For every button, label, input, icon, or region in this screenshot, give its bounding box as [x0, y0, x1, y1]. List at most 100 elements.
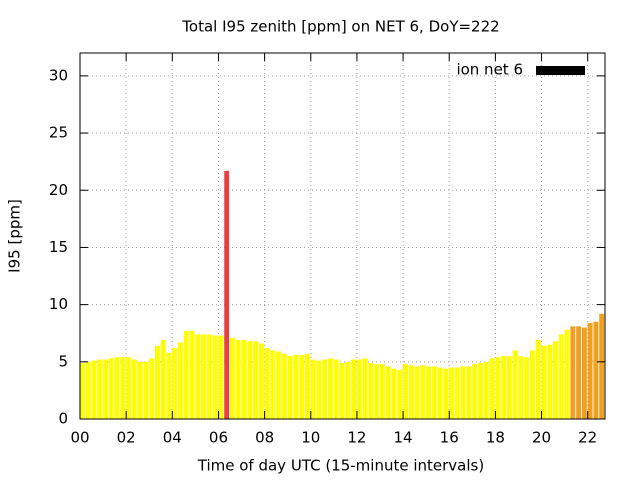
bar — [235, 340, 241, 419]
bar — [397, 369, 403, 419]
chart-title: Total I95 zenith [ppm] on NET 6, DoY=222 — [181, 18, 499, 36]
bar — [426, 366, 432, 419]
bar — [166, 352, 172, 419]
bar — [524, 357, 530, 419]
bar — [368, 362, 374, 419]
bar — [97, 359, 103, 419]
x-tick-label: 18 — [486, 429, 505, 447]
bar — [189, 330, 195, 419]
bar — [541, 345, 547, 419]
bar — [137, 361, 143, 419]
x-tick-label: 20 — [532, 429, 551, 447]
bar — [339, 362, 345, 419]
bar — [143, 361, 149, 419]
bar — [155, 345, 160, 419]
bar — [478, 362, 483, 419]
bar — [414, 366, 420, 419]
bar — [455, 367, 460, 419]
bar — [276, 351, 282, 419]
y-tick-label: 30 — [49, 66, 68, 84]
bar — [408, 365, 414, 419]
bar — [270, 350, 276, 419]
bar — [316, 360, 322, 419]
bar — [293, 354, 299, 419]
bar — [570, 326, 576, 419]
bar — [593, 321, 599, 419]
bar — [380, 364, 385, 419]
bar — [178, 342, 183, 419]
bar — [281, 353, 287, 419]
bar — [172, 348, 178, 419]
bar — [558, 334, 564, 419]
bar — [472, 364, 478, 419]
bar — [126, 357, 132, 419]
x-tick-label: 02 — [117, 429, 136, 447]
x-tick-label: 04 — [163, 429, 182, 447]
x-tick-label: 00 — [70, 429, 89, 447]
bar — [391, 368, 397, 419]
bar — [195, 334, 201, 419]
bar — [103, 359, 108, 419]
bar — [160, 340, 166, 419]
plot-frame — [79, 52, 606, 420]
bar — [305, 353, 310, 419]
bar — [466, 366, 472, 419]
bar — [230, 337, 235, 419]
bar — [518, 356, 524, 419]
bar — [581, 327, 587, 419]
bar — [91, 360, 97, 419]
y-tick-label: 10 — [49, 295, 68, 313]
bar — [120, 357, 126, 419]
bar — [183, 330, 189, 419]
bar — [247, 341, 253, 419]
x-tick-label: 16 — [440, 429, 459, 447]
bar — [206, 334, 212, 419]
bar — [212, 335, 218, 419]
ticks: 0 5 10 15 20 25 30 00 02 04 06 08 10 12 14 16 18 20 22 ion … — [49, 53, 605, 447]
bar — [108, 358, 114, 419]
bar — [85, 361, 91, 419]
bar — [362, 358, 368, 419]
bar — [483, 361, 489, 419]
bar — [431, 366, 437, 419]
bar — [310, 359, 316, 419]
bar — [241, 340, 247, 419]
legend-label: ion net 6 — [456, 61, 523, 79]
bar — [599, 313, 605, 419]
bar — [501, 356, 507, 419]
bar — [489, 358, 495, 419]
bar — [258, 343, 264, 419]
bar — [385, 366, 391, 419]
bar — [535, 340, 541, 419]
bar — [224, 170, 230, 419]
bar — [131, 359, 137, 419]
bar — [80, 362, 85, 419]
x-tick-label: 12 — [347, 429, 366, 447]
bar — [403, 364, 408, 419]
bar — [218, 335, 224, 419]
bar — [460, 366, 466, 419]
legend-key — [536, 66, 585, 75]
bar — [299, 354, 305, 419]
bar — [564, 329, 570, 419]
bar — [333, 359, 339, 419]
y-tick-label: 20 — [49, 181, 68, 199]
x-tick-label: 08 — [255, 429, 274, 447]
bar — [449, 367, 455, 419]
bar — [437, 367, 443, 419]
bar — [328, 358, 333, 419]
y-tick-label: 5 — [58, 352, 68, 370]
bar — [547, 344, 553, 419]
bar — [201, 334, 207, 419]
bar — [374, 364, 380, 419]
bar — [253, 341, 258, 419]
bar — [356, 359, 362, 419]
y-tick-label: 0 — [58, 410, 68, 428]
bar — [345, 361, 351, 419]
y-tick-label: 25 — [49, 124, 68, 142]
bar — [506, 356, 512, 419]
bar — [495, 357, 501, 419]
bar — [114, 357, 120, 419]
x-tick-label: 06 — [209, 429, 228, 447]
